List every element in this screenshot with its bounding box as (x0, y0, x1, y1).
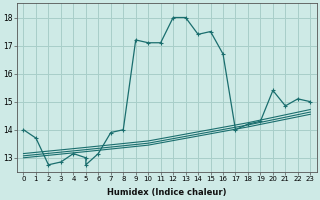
X-axis label: Humidex (Indice chaleur): Humidex (Indice chaleur) (107, 188, 227, 197)
